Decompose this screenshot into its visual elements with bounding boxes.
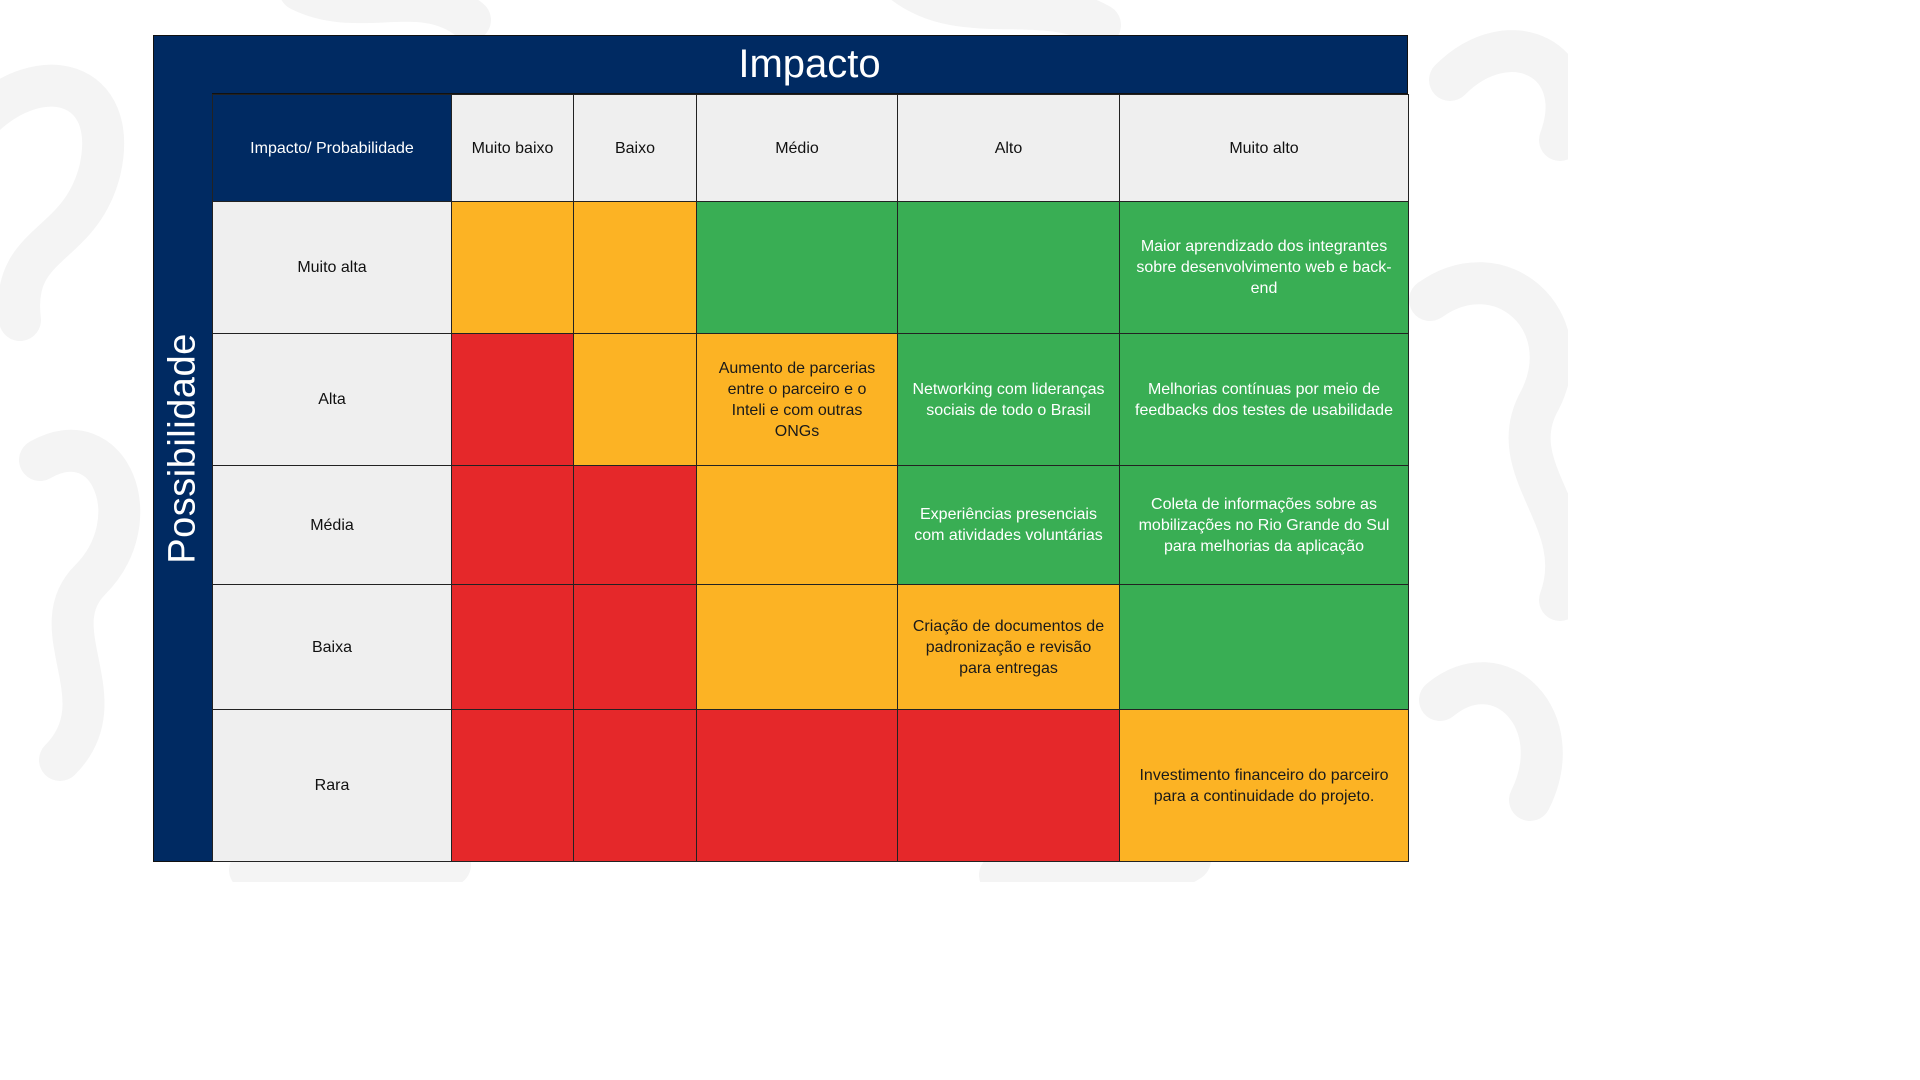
risk-cell (897, 709, 1120, 862)
risk-cell-text: Maior aprendizado dos integrantes sobre … (1119, 201, 1409, 334)
impact-axis-title: Impacto (212, 36, 1407, 94)
risk-cell (451, 709, 574, 862)
risk-cell (696, 201, 898, 334)
matrix-row: Alta Aumento de parcerias entre o parceir… (212, 333, 1409, 466)
column-header-alto: Alto (897, 94, 1120, 202)
risk-cell (573, 333, 697, 466)
column-header-medio: Médio (696, 94, 898, 202)
risk-cell (451, 333, 574, 466)
column-header-muito-baixo: Muito baixo (451, 94, 574, 202)
risk-cell (573, 201, 697, 334)
risk-cell-text: Coleta de informações sobre as mobilizaç… (1119, 465, 1409, 585)
row-header: Alta (212, 333, 452, 466)
matrix-grid: Impacto/ Probabilidade Muito baixo Baixo… (212, 94, 1409, 862)
row-header: Baixa (212, 584, 452, 710)
matrix-row: Rara Investimento financeiro do parceiro … (212, 709, 1409, 862)
background-pattern (0, 0, 1568, 882)
risk-cell (696, 584, 898, 710)
risk-cell (451, 584, 574, 710)
risk-cell-text: Melhorias contínuas por meio de feedback… (1119, 333, 1409, 466)
row-header: Muito alta (212, 201, 452, 334)
row-header: Média (212, 465, 452, 585)
risk-cell (573, 709, 697, 862)
risk-cell (897, 201, 1120, 334)
column-header-muito-alto: Muito alto (1119, 94, 1409, 202)
risk-cell (573, 465, 697, 585)
risk-cell (451, 465, 574, 585)
matrix-row: Baixa Criação de documentos de padronizaç… (212, 584, 1409, 710)
risk-cell (696, 709, 898, 862)
risk-cell (451, 201, 574, 334)
risk-cell-text: Criação de documentos de padronização e … (897, 584, 1120, 710)
risk-cell (573, 584, 697, 710)
corner-cell: Impacto/ Probabilidade (212, 94, 452, 202)
risk-cell-text: Aumento de parcerias entre o parceiro e … (696, 333, 898, 466)
risk-cell (696, 465, 898, 585)
risk-matrix: Possibilidade Impacto Impacto/ Probabili… (153, 35, 1409, 862)
probability-axis-band: Possibilidade (154, 36, 212, 861)
row-header: Rara (212, 709, 452, 862)
risk-cell-text: Experiências presenciais com atividades … (897, 465, 1120, 585)
risk-cell-text: Investimento financeiro do parceiro para… (1119, 709, 1409, 862)
risk-cell (1119, 584, 1409, 710)
probability-axis-title: Possibilidade (161, 333, 204, 564)
matrix-row: Muito alta Maior aprendizado dos integran… (212, 201, 1409, 334)
matrix-row: Média Experiências presenciais com ativid… (212, 465, 1409, 585)
column-header-baixo: Baixo (573, 94, 697, 202)
header-row: Impacto/ Probabilidade Muito baixo Baixo… (212, 94, 1409, 202)
risk-cell-text: Networking com lideranças sociais de tod… (897, 333, 1120, 466)
